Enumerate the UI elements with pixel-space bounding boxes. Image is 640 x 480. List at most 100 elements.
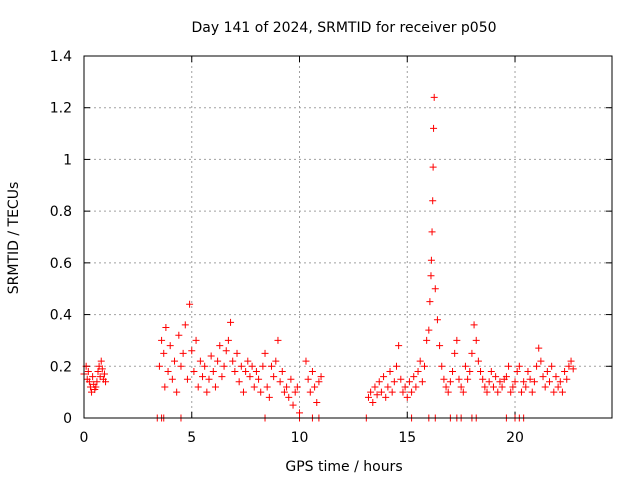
data-point bbox=[162, 324, 170, 331]
data-point bbox=[186, 300, 194, 308]
data-point bbox=[429, 163, 437, 171]
data-point bbox=[569, 365, 577, 373]
data-point bbox=[530, 378, 538, 386]
data-point bbox=[283, 383, 291, 391]
data-point bbox=[427, 256, 435, 264]
data-point bbox=[259, 362, 267, 370]
data-point bbox=[188, 347, 196, 355]
data-point bbox=[161, 383, 169, 391]
data-point bbox=[291, 388, 299, 396]
data-point bbox=[218, 373, 226, 381]
data-point bbox=[171, 357, 179, 365]
data-point bbox=[155, 362, 163, 370]
data-point bbox=[302, 357, 310, 365]
data-point bbox=[430, 124, 438, 132]
data-point bbox=[214, 357, 222, 365]
data-point bbox=[479, 375, 487, 383]
data-point bbox=[470, 321, 478, 329]
data-point bbox=[257, 388, 265, 396]
data-point bbox=[438, 362, 446, 370]
data-point bbox=[474, 357, 482, 365]
data-point bbox=[412, 383, 420, 391]
data-point bbox=[558, 388, 566, 396]
data-point bbox=[548, 362, 556, 370]
y-tick-label: 1.2 bbox=[50, 101, 72, 117]
data-point bbox=[565, 362, 573, 370]
data-point bbox=[552, 373, 560, 381]
y-tick-label: 0.6 bbox=[50, 256, 72, 272]
data-point bbox=[89, 373, 97, 381]
data-point bbox=[388, 388, 396, 396]
data-point bbox=[513, 367, 521, 375]
data-point bbox=[194, 383, 202, 391]
data-point bbox=[397, 375, 405, 383]
data-point bbox=[468, 349, 476, 357]
data-point bbox=[375, 378, 383, 386]
data-point bbox=[377, 388, 385, 396]
data-point bbox=[92, 383, 100, 391]
data-point bbox=[102, 378, 110, 386]
data-point bbox=[98, 365, 106, 373]
data-points bbox=[80, 93, 577, 422]
data-point bbox=[492, 373, 500, 381]
data-point bbox=[455, 375, 463, 383]
data-point bbox=[449, 367, 457, 375]
data-point bbox=[237, 362, 245, 370]
data-point bbox=[442, 383, 450, 391]
data-point bbox=[250, 383, 258, 391]
data-point bbox=[444, 388, 452, 396]
y-tick-label: 0.2 bbox=[50, 359, 72, 375]
y-tick-label: 1.4 bbox=[50, 49, 72, 65]
data-point bbox=[313, 398, 321, 406]
data-point bbox=[431, 285, 439, 293]
data-point bbox=[556, 378, 564, 386]
data-point bbox=[192, 336, 200, 344]
data-point bbox=[505, 362, 513, 370]
y-tick-label: 0.4 bbox=[50, 308, 72, 324]
data-point bbox=[440, 375, 448, 383]
data-point bbox=[158, 336, 166, 344]
data-point bbox=[364, 393, 372, 401]
data-point bbox=[405, 378, 413, 386]
data-point bbox=[535, 344, 543, 352]
data-point bbox=[242, 367, 250, 375]
data-point bbox=[306, 388, 314, 396]
data-point bbox=[201, 362, 209, 370]
y-tick-label: 1 bbox=[63, 152, 72, 168]
data-point bbox=[173, 388, 181, 396]
data-point bbox=[220, 362, 228, 370]
data-point bbox=[403, 393, 411, 401]
data-point bbox=[168, 375, 176, 383]
data-point bbox=[252, 367, 260, 375]
data-point bbox=[426, 298, 434, 306]
data-point bbox=[451, 349, 459, 357]
data-point bbox=[494, 388, 502, 396]
data-point bbox=[265, 393, 273, 401]
data-point bbox=[93, 378, 101, 386]
data-point bbox=[526, 375, 534, 383]
data-point bbox=[175, 331, 183, 339]
data-point bbox=[199, 373, 207, 381]
data-point bbox=[244, 357, 252, 365]
data-point bbox=[289, 401, 297, 409]
data-point bbox=[267, 362, 275, 370]
x-axis: 0 5 10 15 20 bbox=[80, 56, 524, 446]
data-point bbox=[246, 373, 254, 381]
data-point bbox=[209, 367, 217, 375]
data-point bbox=[203, 388, 211, 396]
x-tick-label: 10 bbox=[291, 430, 309, 446]
data-point bbox=[410, 373, 418, 381]
data-point bbox=[395, 342, 403, 350]
data-point bbox=[453, 336, 461, 344]
data-point bbox=[100, 370, 108, 378]
data-point bbox=[543, 367, 551, 375]
data-point bbox=[567, 357, 575, 365]
data-point bbox=[466, 367, 474, 375]
data-point bbox=[498, 383, 506, 391]
x-tick-label: 20 bbox=[506, 430, 524, 446]
data-point bbox=[308, 367, 316, 375]
data-point bbox=[222, 347, 230, 355]
data-point bbox=[537, 357, 545, 365]
data-point bbox=[382, 393, 390, 401]
